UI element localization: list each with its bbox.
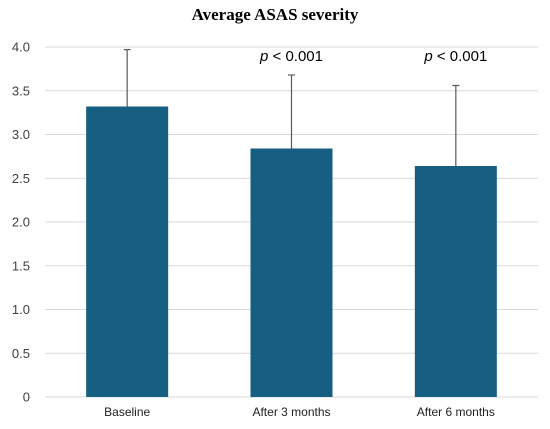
error-bars (123, 49, 460, 166)
y-tick-label: 0.5 (12, 346, 30, 361)
p-value-annotation: p < 0.001 (423, 48, 487, 65)
p-value-annotation: p < 0.001 (259, 48, 323, 65)
error-bar (288, 74, 295, 149)
x-tick-label: After 6 months (417, 405, 495, 419)
error-bar (123, 49, 131, 107)
bar (250, 148, 333, 397)
y-tick-label: 1.5 (12, 258, 30, 273)
x-tick-label: Baseline (104, 405, 150, 419)
y-axis-ticks: 0 0.5 1.0 1.5 2.0 2.5 3.0 3.5 4.0 (12, 40, 30, 405)
x-tick-label: After 3 months (252, 405, 330, 419)
chart-title: Average ASAS severity (191, 5, 359, 24)
y-tick-label: 3.5 (12, 83, 30, 98)
bar (414, 166, 497, 397)
x-axis-labels: Baseline After 3 months After 6 months (104, 405, 495, 419)
y-tick-label: 0 (23, 390, 30, 405)
bars (86, 106, 497, 397)
error-bar (452, 84, 460, 166)
y-tick-label: 1.0 (12, 302, 30, 317)
y-tick-label: 3.0 (12, 127, 30, 142)
y-tick-label: 2.5 (12, 171, 30, 186)
bar (86, 106, 169, 397)
y-tick-label: 4.0 (12, 40, 30, 55)
y-tick-label: 2.0 (12, 215, 30, 230)
annotations: p < 0.001 p < 0.001 (259, 48, 487, 65)
